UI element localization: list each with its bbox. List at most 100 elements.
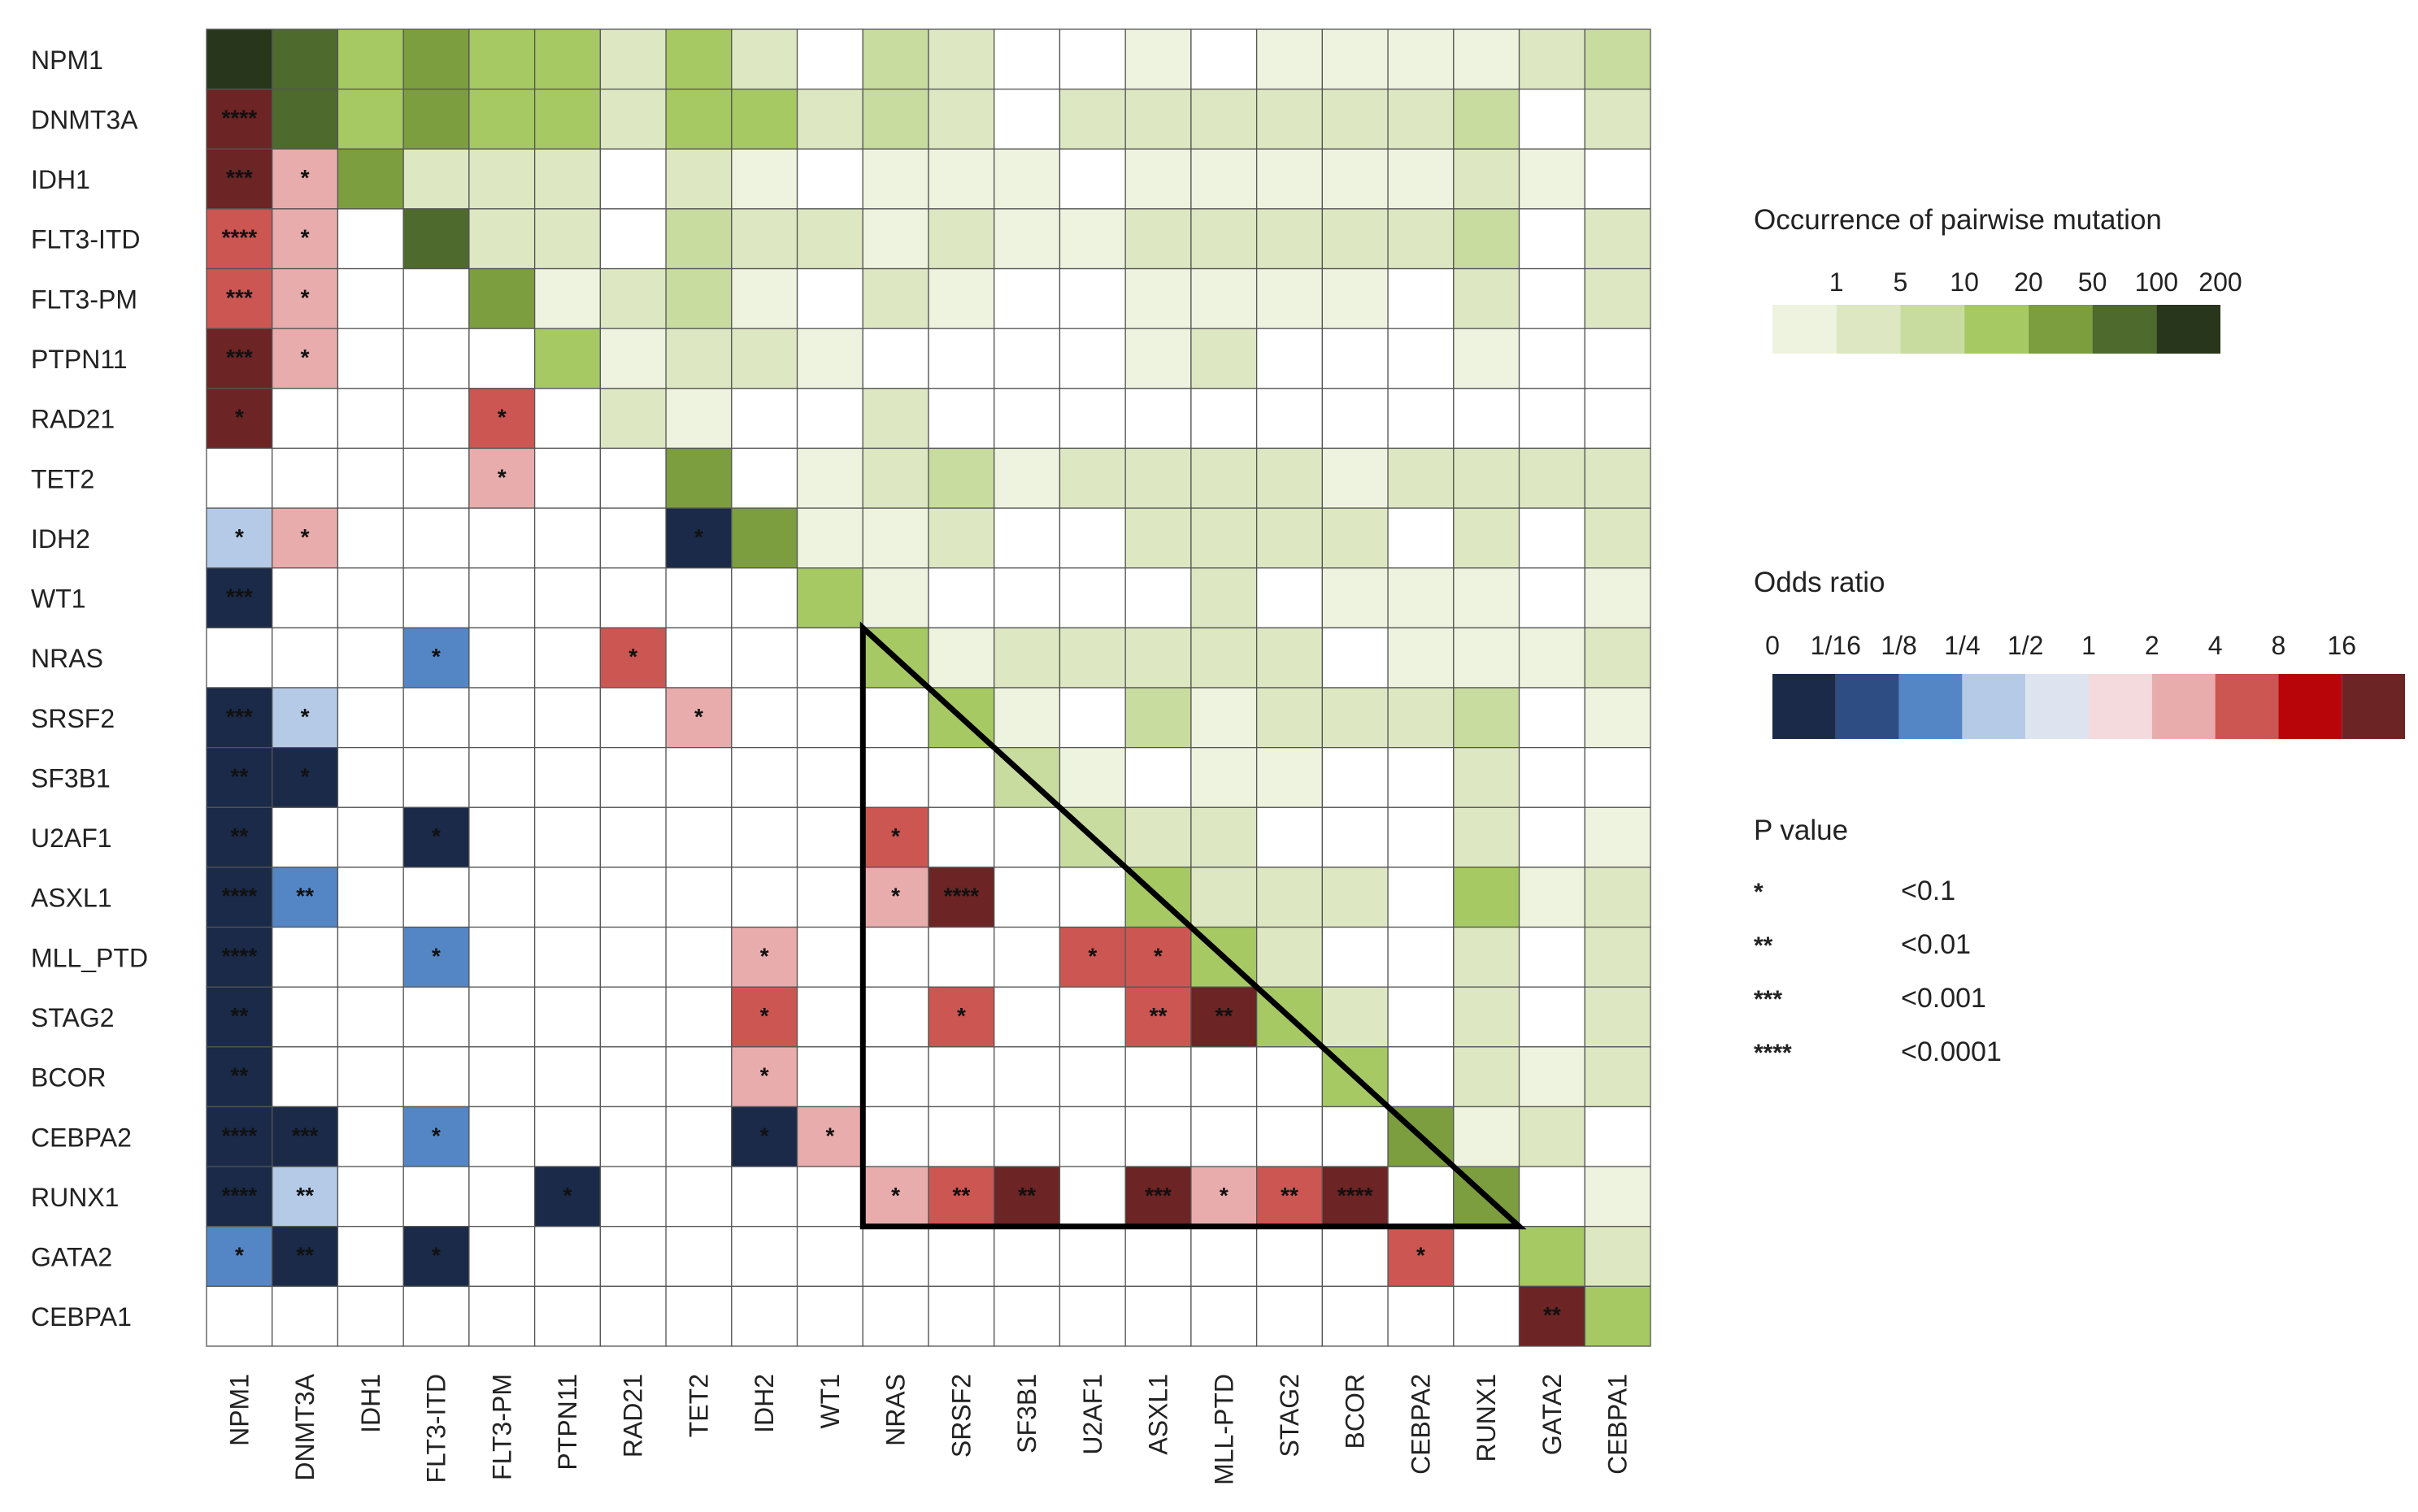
heatmap-cell xyxy=(1387,1166,1455,1227)
legend-occurrence-label: 5 xyxy=(1894,267,1908,297)
heatmap-cell xyxy=(402,208,470,270)
heatmap-cell xyxy=(1059,148,1126,210)
heatmap-cell xyxy=(928,507,995,569)
heatmap-cell xyxy=(337,1285,404,1347)
heatmap-cell xyxy=(1453,746,1520,808)
row-label: CEBPA1 xyxy=(31,1302,132,1332)
significance-star: ** xyxy=(1215,1003,1233,1028)
heatmap-cell xyxy=(206,986,273,1048)
heatmap-cell xyxy=(1059,1166,1126,1227)
heatmap-cell xyxy=(1518,986,1585,1048)
column-label: IDH1 xyxy=(356,1374,385,1433)
heatmap-cell xyxy=(928,926,995,988)
heatmap-cell xyxy=(994,388,1061,450)
legend-odds-label: 1/4 xyxy=(1944,631,1980,660)
heatmap-cell xyxy=(1387,1226,1455,1288)
heatmap-cell xyxy=(402,28,470,90)
significance-star: * xyxy=(891,823,900,849)
heatmap-cell xyxy=(665,267,733,329)
heatmap-cell xyxy=(1124,447,1192,509)
heatmap-cell xyxy=(402,567,470,629)
heatmap-cell xyxy=(1059,88,1126,150)
column-label: FLT3-ITD xyxy=(422,1374,451,1484)
heatmap-cell xyxy=(1255,567,1324,629)
legend-odds-swatch xyxy=(1962,674,2026,739)
heatmap-cell xyxy=(206,1285,273,1347)
significance-star: * xyxy=(825,1123,834,1148)
legend-odds-label: 1 xyxy=(2081,631,2096,660)
heatmap-cell xyxy=(928,328,995,389)
legend-occurrence-swatch xyxy=(2156,305,2220,354)
heatmap-cell xyxy=(1124,1285,1192,1347)
legend-odds-swatch xyxy=(1772,674,1836,739)
heatmap-cell xyxy=(533,208,602,270)
heatmap-cell xyxy=(533,687,602,749)
legend-odds-label: 1/16 xyxy=(1811,631,1861,660)
legend-odds-label: 4 xyxy=(2208,631,2223,660)
heatmap-cell xyxy=(665,328,733,389)
heatmap-cell xyxy=(994,687,1061,749)
heatmap-cell xyxy=(1059,267,1126,329)
heatmap-cell xyxy=(599,28,667,90)
column-label: WT1 xyxy=(815,1374,845,1429)
heatmap-cell xyxy=(994,926,1061,988)
heatmap-cell xyxy=(599,986,667,1048)
heatmap-cell xyxy=(994,1226,1061,1288)
heatmap-cell xyxy=(1059,507,1126,569)
significance-star: **** xyxy=(222,884,258,909)
heatmap-cell xyxy=(796,1285,863,1347)
heatmap-cell xyxy=(1453,267,1520,329)
heatmap-cell xyxy=(468,28,536,90)
heatmap-cell xyxy=(928,867,995,928)
heatmap-cell xyxy=(862,1166,929,1227)
legend-p-stars: **** xyxy=(1754,1040,1792,1067)
heatmap-cell xyxy=(1255,1285,1324,1347)
heatmap-cell xyxy=(994,208,1061,270)
heatmap-cell xyxy=(731,1106,798,1167)
heatmap-cell xyxy=(1255,926,1324,988)
heatmap-cell xyxy=(1190,986,1258,1048)
heatmap-cell xyxy=(272,28,339,90)
legend-p-label: <0.001 xyxy=(1901,983,1986,1014)
heatmap-cell xyxy=(1387,148,1455,210)
heatmap-cell xyxy=(1518,746,1585,808)
significance-star: * xyxy=(1220,1183,1229,1208)
heatmap-cell xyxy=(402,267,470,329)
heatmap-cell xyxy=(337,28,404,90)
heatmap-cell xyxy=(533,28,602,90)
heatmap-cell xyxy=(468,687,536,749)
heatmap-cell xyxy=(1453,1046,1520,1108)
heatmap-cell xyxy=(599,88,667,150)
heatmap-cell xyxy=(796,746,863,808)
heatmap-cell xyxy=(402,1046,470,1108)
significance-star: * xyxy=(432,1243,441,1268)
heatmap-cell xyxy=(994,1046,1061,1108)
significance-star: * xyxy=(760,1123,769,1148)
heatmap-cell xyxy=(337,328,404,389)
heatmap-cell xyxy=(796,28,863,90)
heatmap-cell xyxy=(533,1046,602,1108)
significance-star: *** xyxy=(226,584,253,610)
legend-p-label: <0.1 xyxy=(1901,875,1955,906)
heatmap-cell xyxy=(272,447,339,509)
heatmap-cell xyxy=(731,208,798,270)
heatmap-cell xyxy=(1518,806,1585,868)
heatmap-cell xyxy=(862,806,929,868)
heatmap-cell xyxy=(665,687,733,749)
heatmap-cell xyxy=(1190,328,1258,389)
significance-star: * xyxy=(957,1003,966,1028)
significance-star: ** xyxy=(1018,1183,1036,1208)
heatmap-cell xyxy=(665,926,733,988)
heatmap-cell xyxy=(1059,926,1126,988)
col-labels-group: NPM1 DNMT3A IDH1 FLT3-ITD FLT3-PM PTPN11 RAD21… xyxy=(224,1373,1632,1485)
heatmap-cell xyxy=(1584,1046,1651,1108)
heatmap-cell xyxy=(533,986,602,1048)
heatmap-cell xyxy=(272,867,339,928)
heatmap-cell xyxy=(994,1285,1061,1347)
heatmap-cell xyxy=(1124,567,1192,629)
heatmap-cell xyxy=(994,507,1061,569)
legend-p-label: <0.0001 xyxy=(1901,1036,2002,1067)
heatmap-cell xyxy=(1190,1046,1258,1108)
significance-star: * xyxy=(760,1063,769,1088)
heatmap-cell xyxy=(1059,1226,1126,1288)
